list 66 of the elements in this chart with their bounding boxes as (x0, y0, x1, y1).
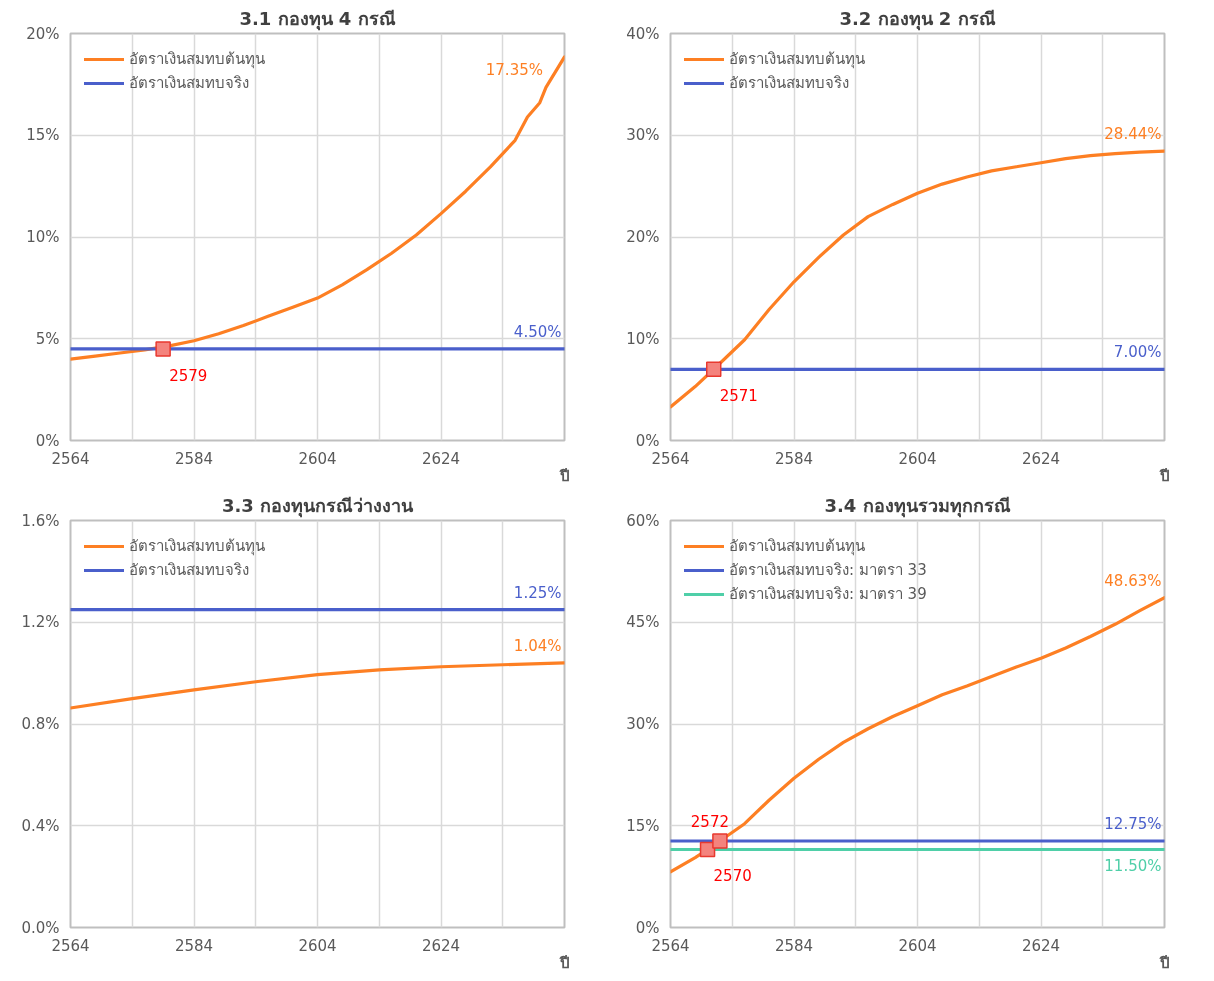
x-axis-title: ปี (558, 466, 570, 485)
data-label: 11.50% (1104, 857, 1162, 876)
y-tick-label: 1.6% (21, 511, 60, 530)
legend-label: อัตราเงินสมทบจริง (129, 560, 249, 581)
x-tick-label: 2624 (1021, 449, 1061, 468)
x-tick-label: 2584 (174, 936, 214, 955)
chart-title: 3.3 กองทุนกรณีว่างงาน (221, 494, 415, 518)
y-tick-label: 60% (626, 511, 660, 530)
x-tick-label: 2604 (298, 449, 337, 468)
legend-label: อัตราเงินสมทบจริง: มาตรา 39 (729, 584, 927, 605)
annotation: 2579 (169, 366, 208, 385)
legend-label: อัตราเงินสมทบจริง (729, 73, 849, 94)
y-tick-label: 15% (626, 816, 660, 835)
y-tick-label: 0.8% (21, 715, 60, 733)
y-tick-label: 0% (635, 431, 660, 450)
x-tick-label: 2604 (898, 449, 937, 468)
legend-label: อัตราเงินสมทบต้นทุน (729, 536, 865, 558)
x-tick-label: 2624 (421, 936, 461, 955)
x-tick-label: 2604 (898, 936, 937, 955)
x-tick-label: 2584 (774, 449, 814, 468)
x-axis-title: ปี (1158, 466, 1170, 485)
x-tick-label: 2564 (651, 449, 690, 468)
y-tick-label: 30% (626, 715, 660, 733)
x-tick-label: 2624 (421, 449, 461, 468)
annotation: 2571 (719, 387, 758, 406)
y-tick-label: 0.0% (21, 918, 60, 937)
x-tick-label: 2624 (1021, 936, 1061, 955)
data-label: 1.25% (513, 583, 562, 602)
data-label: 7.00% (1113, 343, 1162, 362)
legend-label: อัตราเงินสมทบต้นทุน (729, 49, 865, 71)
legend-label: อัตราเงินสมทบต้นทุน (129, 536, 265, 558)
legend-label: อัตราเงินสมทบต้นทุน (129, 49, 265, 71)
data-label: 28.44% (1104, 125, 1162, 144)
annotation: 2570 (713, 867, 752, 886)
y-tick-label: 0% (635, 918, 660, 937)
y-tick-label: 10% (26, 228, 60, 246)
data-label: 1.04% (513, 636, 562, 655)
y-tick-label: 0% (35, 431, 60, 450)
y-tick-label: 10% (626, 329, 660, 348)
y-tick-label: 20% (26, 24, 60, 43)
x-tick-label: 2584 (174, 449, 214, 468)
y-tick-label: 45% (626, 613, 660, 632)
annotation: 2572 (690, 813, 729, 832)
x-axis-title: ปี (558, 953, 570, 972)
y-tick-label: 30% (626, 126, 660, 145)
y-tick-label: 20% (626, 228, 660, 246)
x-tick-label: 2584 (774, 936, 814, 955)
y-tick-label: 5% (35, 329, 60, 348)
x-tick-label: 2564 (51, 449, 90, 468)
y-tick-label: 15% (26, 126, 60, 145)
data-label: 48.63% (1104, 571, 1162, 590)
x-tick-label: 2564 (651, 936, 690, 955)
chart-title: 3.2 กองทุน 2 กรณี (839, 7, 996, 31)
data-label: 4.50% (513, 322, 562, 341)
chart-title: 3.1 กองทุน 4 กรณี (239, 7, 396, 31)
chart-title: 3.4 กองทุนรวมทุกกรณี (824, 494, 1011, 518)
x-tick-label: 2564 (51, 936, 90, 955)
data-label: 12.75% (1104, 815, 1162, 834)
y-tick-label: 40% (626, 24, 660, 43)
legend-label: อัตราเงินสมทบจริง: มาตรา 33 (729, 560, 927, 581)
x-tick-label: 2604 (298, 936, 337, 955)
x-axis-title: ปี (1158, 953, 1170, 972)
y-tick-label: 0.4% (21, 816, 60, 835)
y-tick-label: 1.2% (21, 613, 60, 632)
data-label: 17.35% (485, 61, 543, 80)
legend-label: อัตราเงินสมทบจริง (129, 73, 249, 94)
